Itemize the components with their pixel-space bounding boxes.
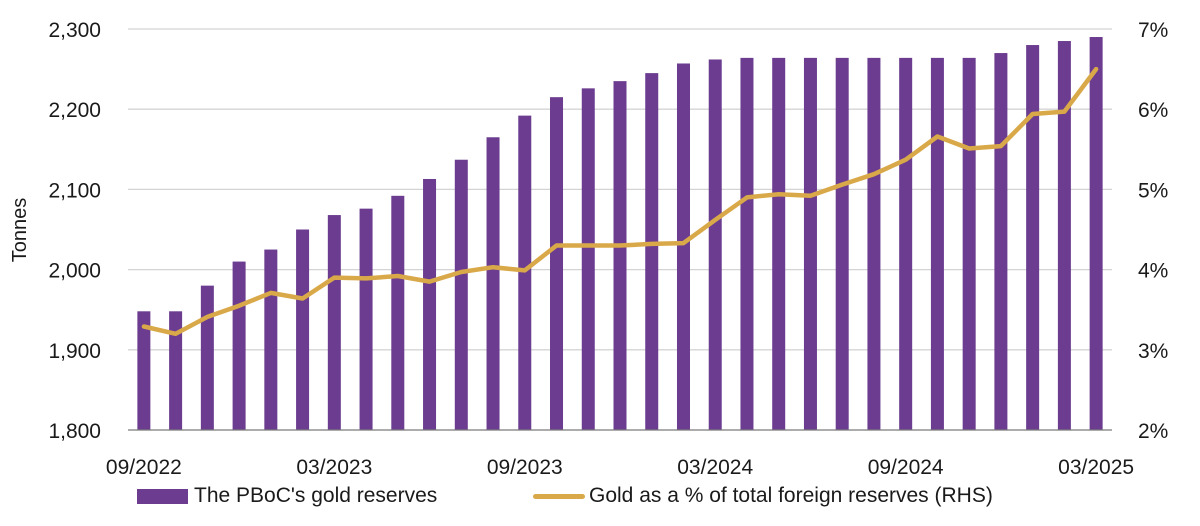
bar <box>962 57 976 430</box>
bar-series <box>137 37 1103 431</box>
bar <box>581 88 595 431</box>
bar <box>296 229 310 430</box>
bar <box>613 81 627 430</box>
y-right-tick-label: 5% <box>1138 179 1168 202</box>
y-right-tick-label: 6% <box>1138 99 1168 122</box>
bar <box>835 57 849 430</box>
line-series <box>141 66 1099 337</box>
bar <box>264 249 278 430</box>
x-tick-label: 09/2023 <box>487 456 563 479</box>
bar <box>1089 37 1103 431</box>
bar <box>645 73 659 431</box>
bar <box>169 311 183 430</box>
y-tick-label: 2,200 <box>48 99 101 122</box>
chart: 1,800 1,900 2,000 2,100 2,200 2,300 2% 3% 4% 5% 6… <box>9 19 1168 479</box>
x-axis-ticks: 09/2022 03/2023 09/2023 03/2024 09/2024 03/20… <box>106 456 1134 479</box>
bar <box>232 261 246 430</box>
bar <box>137 311 151 430</box>
bar <box>772 57 786 430</box>
bar <box>518 115 532 430</box>
legend-label-gold-reserves: The PBoC's gold reserves <box>194 484 438 507</box>
y-axis-left-ticks: 1,800 1,900 2,000 2,100 2,200 2,300 <box>48 19 101 443</box>
legend: The PBoC's gold reserves Gold as a % of … <box>0 484 1200 514</box>
bar <box>803 57 817 430</box>
y-axis-right-ticks: 2% 3% 4% 5% 6% 7% <box>1138 19 1168 443</box>
bar <box>423 178 437 430</box>
bar <box>200 285 214 430</box>
bar <box>867 57 881 430</box>
legend-swatch-bar <box>137 488 188 504</box>
bar <box>486 137 500 430</box>
bar <box>359 208 373 430</box>
bar <box>740 57 754 430</box>
y-axis-title: Tonnes <box>9 198 31 263</box>
y-right-tick-label: 3% <box>1138 340 1168 363</box>
bar <box>994 53 1008 431</box>
bar <box>454 159 468 430</box>
bar <box>391 195 405 430</box>
x-tick-label: 09/2022 <box>106 456 182 479</box>
y-right-tick-label: 2% <box>1138 420 1168 443</box>
legend-swatch-line <box>533 493 585 499</box>
y-tick-label: 2,000 <box>48 260 101 283</box>
y-right-tick-label: 7% <box>1138 19 1168 42</box>
bar <box>327 215 341 430</box>
y-tick-label: 2,300 <box>48 19 101 42</box>
y-right-tick-label: 4% <box>1138 260 1168 283</box>
bar <box>1026 45 1040 430</box>
bar <box>899 57 913 430</box>
bar <box>676 63 690 431</box>
legend-item-gold-reserves: The PBoC's gold reserves <box>137 484 437 508</box>
x-tick-label: 03/2023 <box>296 456 372 479</box>
x-tick-label: 03/2024 <box>677 456 753 479</box>
bar <box>708 59 722 430</box>
x-tick-label: 03/2025 <box>1058 456 1134 479</box>
bar <box>1057 41 1071 430</box>
legend-item-gold-percent: Gold as a % of total foreign reserves (R… <box>533 484 993 508</box>
y-tick-label: 1,900 <box>48 340 101 363</box>
bar <box>930 57 944 430</box>
legend-label-gold-percent: Gold as a % of total foreign reserves (R… <box>589 484 993 507</box>
x-tick-label: 09/2024 <box>868 456 944 479</box>
y-tick-label: 1,800 <box>48 420 101 443</box>
y-tick-label: 2,100 <box>48 179 101 202</box>
bar <box>550 97 564 431</box>
